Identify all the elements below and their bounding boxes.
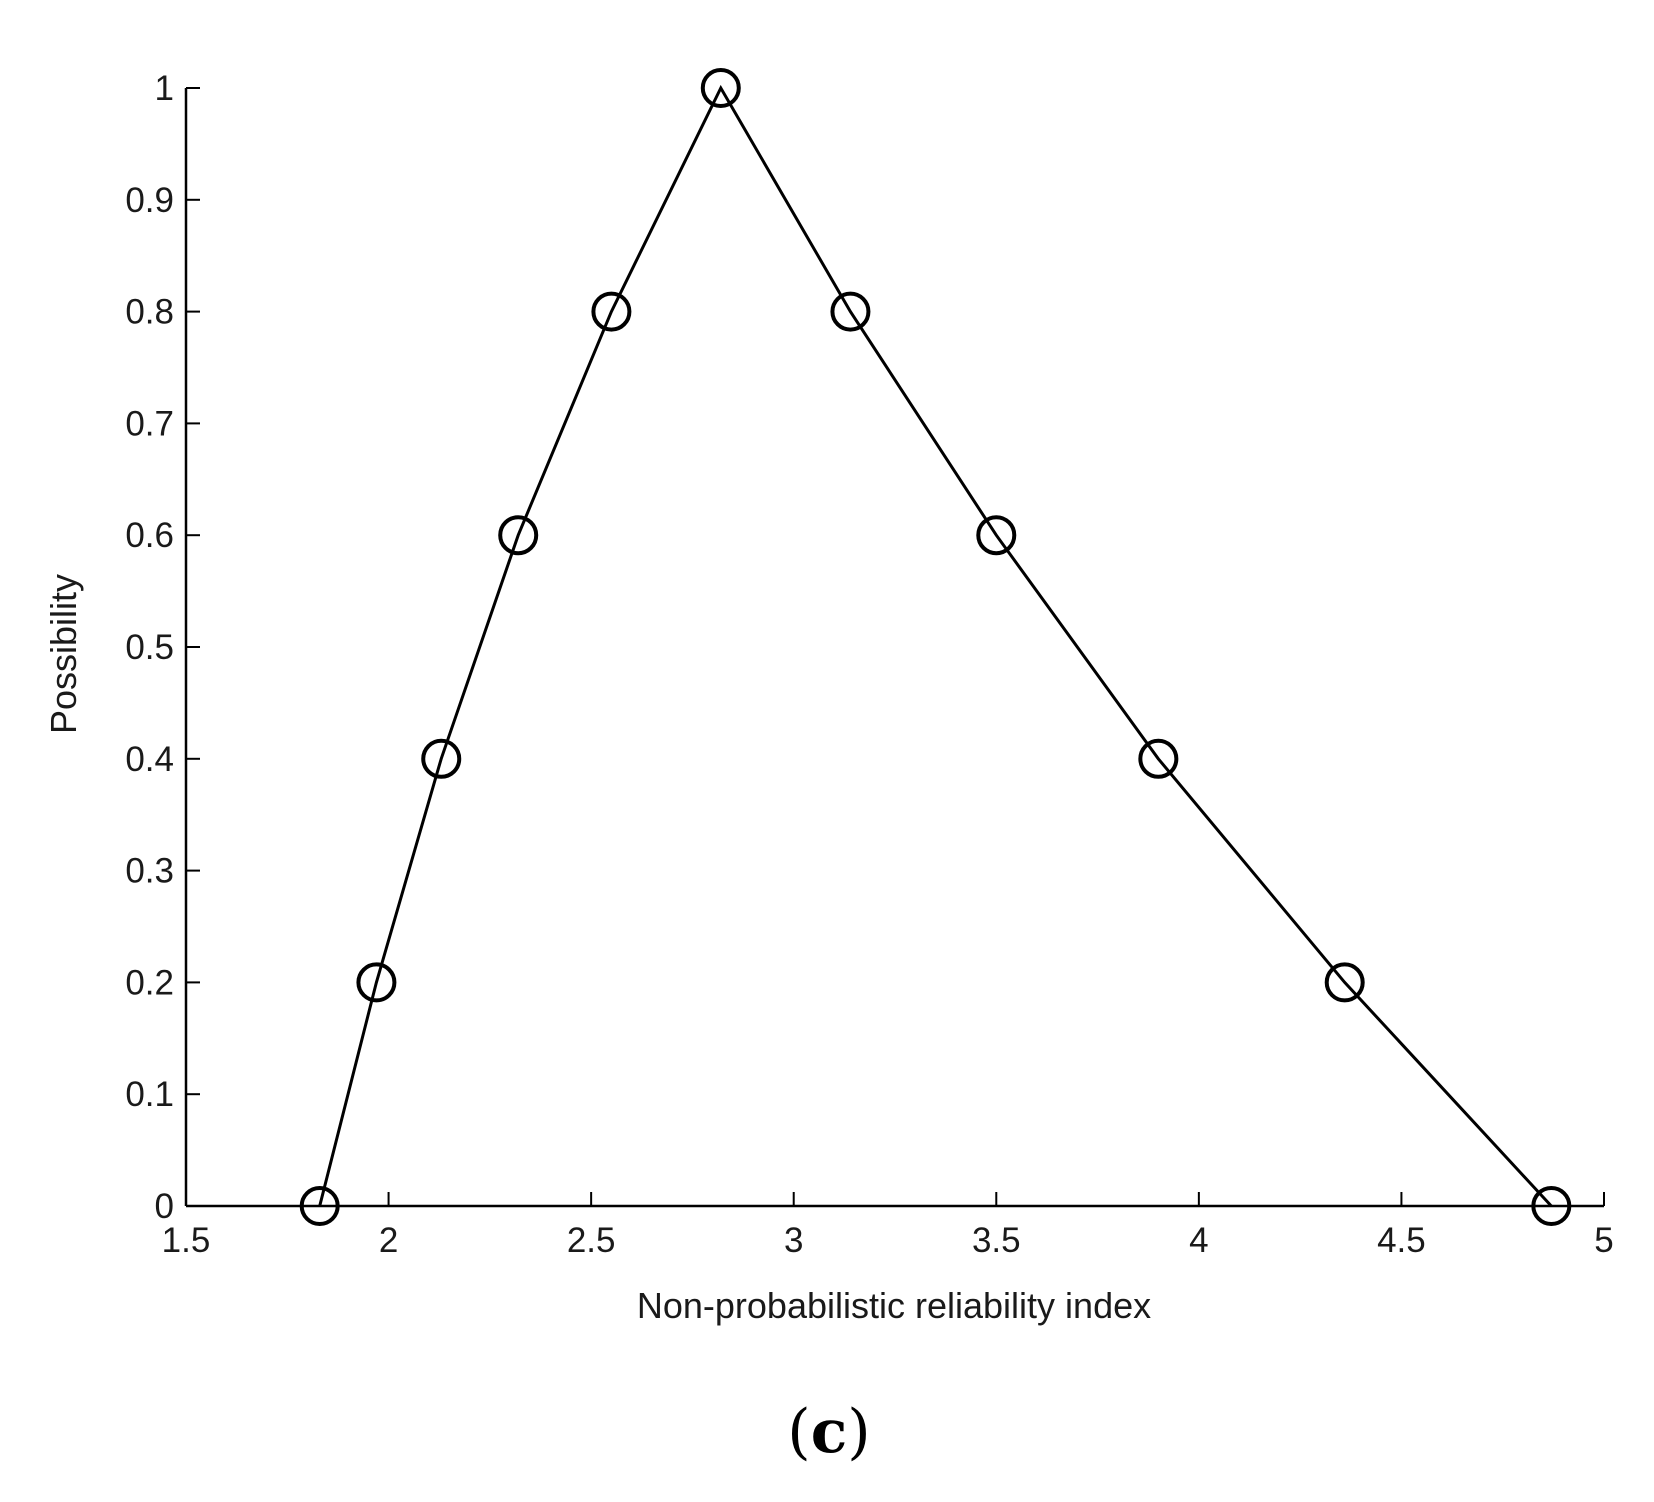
y-tick-label: 0.8 xyxy=(125,293,174,332)
panel-label-close: ) xyxy=(847,1397,870,1467)
panel-label-letter: c xyxy=(811,1397,848,1467)
data-point-marker xyxy=(498,515,539,556)
y-tick-label: 0.7 xyxy=(125,404,174,443)
y-tick-label: 0.5 xyxy=(125,628,174,667)
series-markers xyxy=(299,68,1572,1226)
data-point-marker xyxy=(356,962,397,1003)
axes xyxy=(184,88,1604,1208)
x-axis-label: Non-probabilistic reliability index xyxy=(637,1285,1151,1326)
x-tick-label: 5 xyxy=(1594,1221,1613,1260)
y-ticks: 0 0.1 0.2 0.3 0.4 0.5 0.6 0.7 0.8 0.9 1 xyxy=(125,69,200,1226)
y-tick-label: 1 xyxy=(155,69,174,108)
data-point-marker xyxy=(421,738,462,779)
x-tick-label: 3.5 xyxy=(972,1221,1021,1260)
y-tick-label: 0.6 xyxy=(125,516,174,555)
data-point-marker xyxy=(1531,1186,1572,1226)
y-tick-label: 0.9 xyxy=(125,181,174,220)
y-axis-label: Possibility xyxy=(43,574,84,734)
x-tick-label: 4.5 xyxy=(1377,1221,1426,1260)
x-tick-label: 2.5 xyxy=(567,1221,616,1260)
panel-label-open: ( xyxy=(787,1397,810,1467)
data-point-marker xyxy=(1324,962,1365,1003)
x-ticks: 1.5 2 2.5 3 3.5 4 4.5 5 xyxy=(162,1192,1614,1260)
data-point-marker xyxy=(591,291,632,332)
data-point-marker xyxy=(700,68,741,108)
data-point-marker xyxy=(976,515,1017,556)
y-tick-label: 0.3 xyxy=(125,852,174,891)
y-tick-label: 0 xyxy=(155,1187,174,1226)
series-polyline xyxy=(318,84,1553,1208)
x-tick-label: 3 xyxy=(784,1221,803,1260)
y-tick-label: 0.4 xyxy=(125,740,174,779)
series-line xyxy=(318,84,1553,1208)
y-tick-label: 0.1 xyxy=(125,1075,174,1114)
x-tick-label: 1.5 xyxy=(162,1221,211,1260)
data-point-marker xyxy=(1138,738,1179,779)
data-point-marker xyxy=(299,1186,340,1226)
panel-label: (c) xyxy=(787,1397,870,1467)
x-tick-label: 2 xyxy=(379,1221,398,1260)
data-point-marker xyxy=(830,291,871,332)
x-tick-label: 4 xyxy=(1189,1221,1208,1260)
y-tick-label: 0.2 xyxy=(125,963,174,1002)
